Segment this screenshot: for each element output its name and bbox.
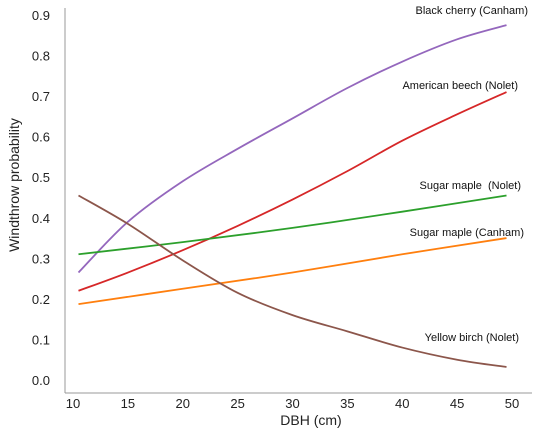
y-tick-label: 0.9 [32,8,50,23]
series-label-5: Yellow birch (Nolet) [425,332,519,344]
x-axis-title: DBH (cm) [280,412,341,428]
x-tick-label: 45 [450,396,464,411]
x-tick-label: 15 [121,396,135,411]
x-tick-label: 25 [230,396,244,411]
x-tick-label: 35 [340,396,354,411]
y-tick-label: 0.4 [32,211,50,226]
y-tick-label: 0.8 [32,49,50,64]
series-label-3: Sugar maple (Nolet) [420,180,522,192]
series-label-4: Sugar maple (Canham) [410,227,524,239]
x-tick-label: 50 [505,396,519,411]
y-tick-label: 0.0 [32,373,50,388]
y-tick-label: 0.5 [32,170,50,185]
series-labels: Black cherry (Canham) American beech (Nol… [402,5,528,344]
series-line-5 [78,194,507,368]
series-line-3 [78,194,507,256]
series-line-1 [77,24,507,274]
series-lines [77,24,507,368]
y-tick-label: 0.1 [32,332,50,347]
y-tick-label: 0.6 [32,130,50,145]
y-tick-labels: 0.0 0.1 0.2 0.3 0.4 0.5 0.6 0.7 0.8 0.9 [32,8,50,388]
x-tick-label: 20 [176,396,190,411]
x-tick-label: 10 [66,396,80,411]
series-line-4 [78,237,507,306]
y-tick-label: 0.7 [32,89,50,104]
series-line-2 [78,91,507,292]
y-tick-label: 0.3 [32,251,50,266]
series-label-1: Black cherry (Canham) [416,5,528,17]
axes [64,8,532,394]
x-tick-label: 40 [395,396,409,411]
y-axis-title: Windthrow probability [6,118,22,252]
x-tick-labels: 10 15 20 25 30 35 40 45 50 [66,396,519,411]
x-tick-label: 30 [285,396,299,411]
y-tick-label: 0.2 [32,292,50,307]
series-label-2: American beech (Nolet) [402,80,518,92]
